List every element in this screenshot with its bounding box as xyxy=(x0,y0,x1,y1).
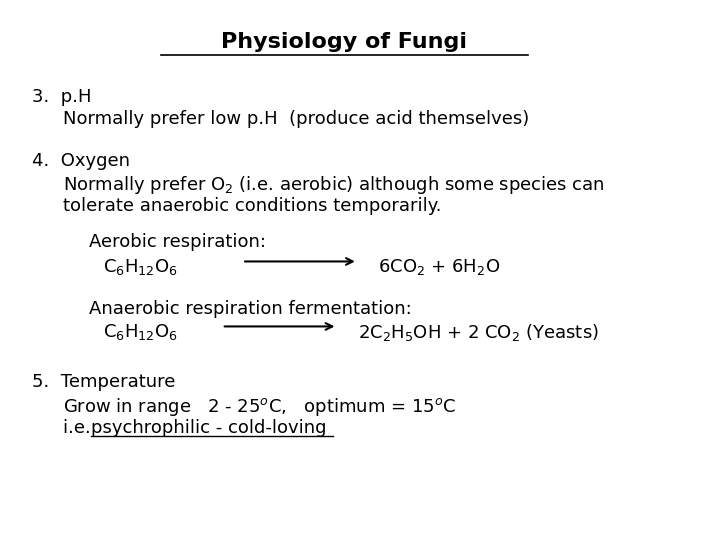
Text: C$_6$H$_{12}$O$_6$: C$_6$H$_{12}$O$_6$ xyxy=(103,257,178,277)
Text: 4.  Oxygen: 4. Oxygen xyxy=(32,152,130,170)
Text: Normally prefer low p.H  (produce acid themselves): Normally prefer low p.H (produce acid th… xyxy=(63,111,529,129)
Text: C$_6$H$_{12}$O$_6$: C$_6$H$_{12}$O$_6$ xyxy=(103,322,178,342)
Text: Grow in range   2 - 25$^o$C,   optimum = 15$^o$C: Grow in range 2 - 25$^o$C, optimum = 15$… xyxy=(63,396,456,418)
Text: Aerobic respiration:: Aerobic respiration: xyxy=(89,233,266,251)
Text: i.e.: i.e. xyxy=(63,418,102,437)
Text: Normally prefer O$_2$ (i.e. aerobic) although some species can: Normally prefer O$_2$ (i.e. aerobic) alt… xyxy=(63,174,604,197)
Text: 2C$_2$H$_5$OH + 2 CO$_2$ (Yeasts): 2C$_2$H$_5$OH + 2 CO$_2$ (Yeasts) xyxy=(358,322,598,343)
Text: tolerate anaerobic conditions temporarily.: tolerate anaerobic conditions temporaril… xyxy=(63,197,441,215)
Text: Anaerobic respiration fermentation:: Anaerobic respiration fermentation: xyxy=(89,300,412,318)
Text: 3.  p.H: 3. p.H xyxy=(32,88,92,106)
Text: psychrophilic - cold-loving: psychrophilic - cold-loving xyxy=(91,418,327,437)
Text: 5.  Temperature: 5. Temperature xyxy=(32,373,176,392)
Text: Physiology of Fungi: Physiology of Fungi xyxy=(221,32,467,52)
Text: 6CO$_2$ + 6H$_2$O: 6CO$_2$ + 6H$_2$O xyxy=(378,257,500,277)
